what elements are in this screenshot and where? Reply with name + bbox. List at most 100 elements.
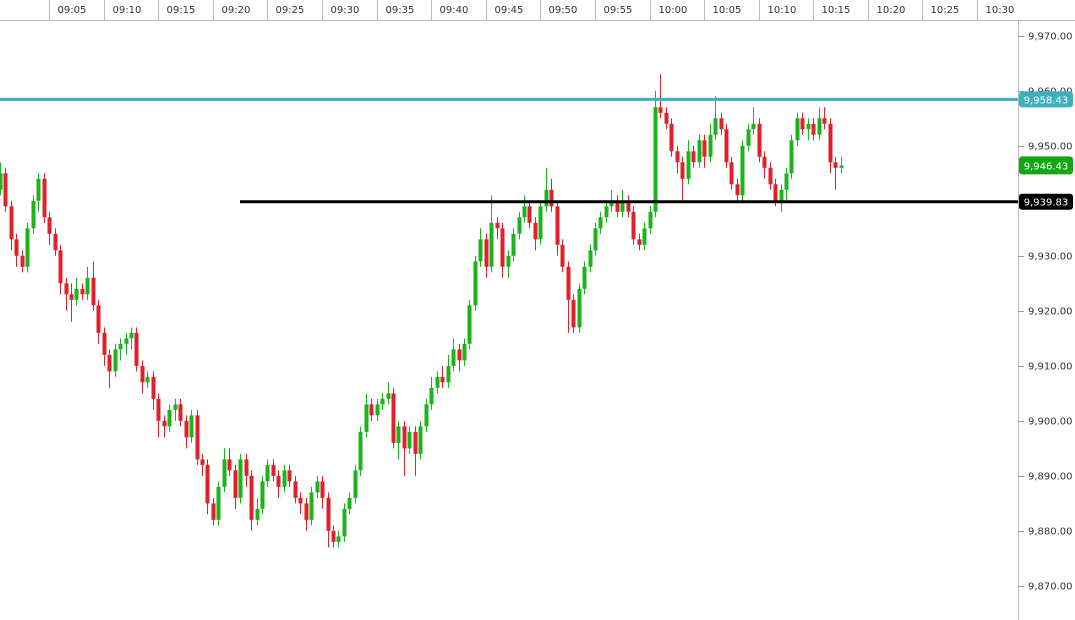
candle-body (282, 470, 287, 487)
candle-body (566, 266, 571, 300)
candle-body (162, 420, 167, 427)
candle-body (0, 173, 3, 190)
candle-body (298, 497, 303, 504)
candle-body (124, 338, 129, 344)
candle-body (626, 200, 631, 212)
candle-body (795, 118, 800, 141)
candle-body (64, 283, 69, 295)
candle-body (560, 244, 565, 267)
candle-body (691, 151, 696, 163)
y-tick-label: 9,950.00 (1028, 142, 1073, 153)
candle-body (31, 200, 36, 229)
x-tick-label: 09:35 (386, 5, 415, 16)
candle-body (118, 343, 123, 350)
price-label-box (1019, 193, 1073, 210)
candle-body (615, 200, 620, 212)
candle-body (478, 239, 483, 262)
candle-body (702, 140, 707, 157)
candle-body (407, 431, 412, 449)
candle-body (440, 376, 445, 383)
candle-body (25, 228, 30, 267)
candle-body (697, 140, 702, 163)
x-tick-label: 10:05 (713, 5, 742, 16)
candle-body (642, 228, 647, 245)
candle-body (156, 398, 161, 421)
last-price-label: 9,946.43 (1024, 161, 1069, 172)
candle-body (648, 211, 653, 229)
candle-body (227, 459, 232, 471)
candle-body (806, 123, 811, 130)
candle-body (358, 431, 363, 471)
candle-body (435, 376, 440, 388)
x-tick-label: 09:15 (167, 5, 196, 16)
candle-body (331, 530, 336, 542)
candle-body (653, 107, 658, 212)
candle-body (74, 288, 79, 300)
candle-body (631, 211, 636, 240)
candle-body (222, 459, 227, 487)
candle-body (686, 151, 691, 179)
x-tick-label: 10:20 (877, 5, 906, 16)
candle-body (757, 123, 762, 157)
candle-body (326, 497, 331, 531)
candle-body (140, 365, 145, 383)
candle-body (238, 459, 243, 498)
candle-body (593, 228, 598, 251)
candle-body (20, 255, 25, 267)
candle-body (380, 398, 385, 405)
candle-body (746, 129, 751, 146)
candle-body (724, 129, 729, 163)
candle-body (85, 277, 90, 295)
candle-body (582, 266, 587, 289)
candle-body (462, 343, 467, 361)
x-tick-label: 09:20 (222, 5, 251, 16)
x-tick-label: 09:30 (331, 5, 360, 16)
candle-body (375, 404, 380, 416)
candle-body (495, 222, 500, 229)
x-tick-label: 09:50 (549, 5, 578, 16)
candle-body (320, 481, 325, 498)
x-tick-label: 09:55 (604, 5, 633, 16)
candle-body (451, 349, 456, 366)
candle-body (719, 118, 724, 130)
y-tick-label: 9,870.00 (1028, 582, 1073, 593)
x-tick-label: 09:10 (113, 5, 142, 16)
x-tick-label: 10:10 (768, 5, 797, 16)
candle-body (446, 365, 451, 383)
candle-body (538, 206, 543, 240)
candle-body (304, 503, 309, 520)
candle-body (506, 255, 511, 267)
candle-body (664, 112, 669, 124)
candle-body (833, 162, 838, 168)
candle-body (255, 508, 260, 520)
candle-body (811, 123, 816, 135)
candle-body (315, 481, 320, 493)
candle-body (473, 261, 478, 306)
y-tick-label: 9,910.00 (1028, 362, 1073, 373)
candle-body (211, 503, 216, 520)
candle-body (413, 431, 418, 454)
candle-body (708, 134, 713, 157)
candle-body (527, 206, 532, 223)
candle-body (544, 189, 549, 207)
candle-body (424, 404, 429, 427)
x-tick-label: 09:40 (440, 5, 469, 16)
y-tick-label: 9,930.00 (1028, 252, 1073, 263)
candle-body (129, 332, 134, 339)
candle-body (457, 349, 462, 361)
candle-body (533, 222, 538, 240)
x-tick-label: 10:25 (931, 5, 960, 16)
candle-body (386, 393, 391, 399)
candle-body (489, 222, 494, 267)
candle-body (429, 387, 434, 405)
x-tick-label: 09:45 (495, 5, 524, 16)
candle-body (205, 464, 210, 504)
candle-body (729, 162, 734, 185)
y-tick-label: 9,920.00 (1028, 307, 1073, 318)
candle-body (396, 426, 401, 443)
candle-body (604, 206, 609, 218)
candle-body (784, 173, 789, 190)
candle-body (36, 178, 41, 201)
price-label: 9,939.83 (1024, 198, 1069, 209)
candle-body (675, 151, 680, 163)
